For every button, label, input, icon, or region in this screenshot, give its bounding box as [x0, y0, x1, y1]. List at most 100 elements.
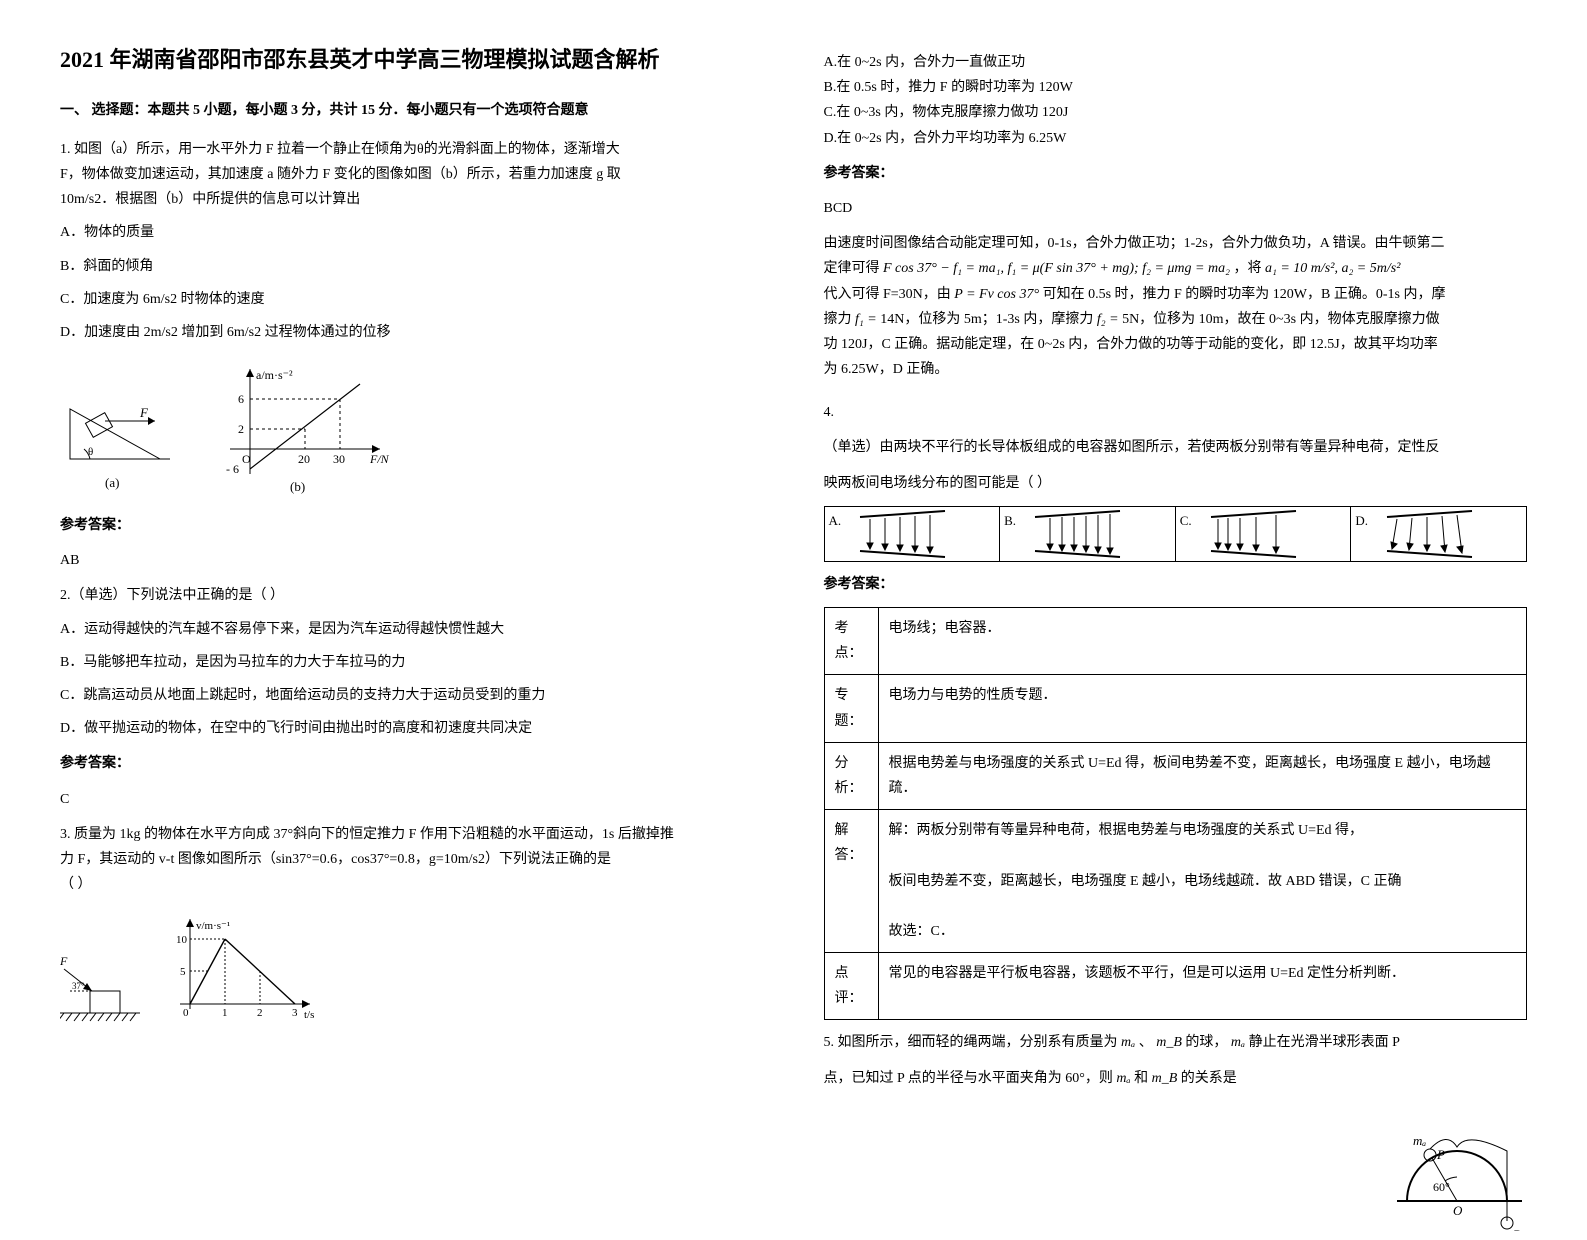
table-cell: 点评：	[824, 953, 878, 1020]
q5-text: 静止在光滑半球形表面 P	[1249, 1035, 1400, 1050]
q3-expl-text: 功 120J，C 正确。据动能定理，在 0~2s 内，合外力做的功等于动能的变化…	[824, 337, 1438, 352]
table-cell: 根据电势差与电场强度的关系式 U=Ed 得，板间电势差不变，距离越长，电场强度 …	[878, 742, 1527, 809]
q3-x-tick: 2	[257, 1007, 263, 1019]
question-2: 2.（单选）下列说法中正确的是（ ） A．运动得越快的汽车越不容易停下来，是因为…	[60, 583, 764, 811]
q1-fig-a-label: (a)	[105, 475, 119, 490]
q1-F-label: F	[139, 405, 149, 420]
answer-label: 参考答案：	[60, 513, 764, 538]
q5-var: m_B	[1156, 1035, 1182, 1050]
q4-option-row: A. B.	[824, 506, 1528, 562]
q5-stem-line2: 点，已知过 P 点的半径与水平面夹角为 60°，则 mₐ 和 m_B 的关系是	[824, 1066, 1528, 1091]
q4-stem-line: （单选）由两块不平行的长导体板组成的电容器如图所示，若使两板分别带有等量异种电荷…	[824, 435, 1528, 460]
q3-F-label: F	[60, 954, 68, 968]
q3-expl-text: ，将	[1233, 261, 1261, 276]
q3-figure: F 37° v/m·s⁻¹ 10	[60, 911, 764, 1031]
q4-label-c: C.	[1180, 509, 1192, 532]
q5-var: mₐ	[1231, 1035, 1245, 1050]
q1-option-d: D．加速度由 2m/s2 增加到 6m/s2 过程物体通过的位移	[60, 320, 764, 345]
q1-stem-line: F，物体做变加速运动，其加速度 a 随外力 F 变化的图像如图（b）所示，若重力…	[60, 162, 764, 187]
q3-x-label: t/s	[304, 1009, 314, 1021]
capacitor-icon	[1372, 509, 1482, 559]
answer-label: 参考答案：	[824, 161, 1528, 186]
question-5: 5. 如图所示，细而轻的绳两端，分别系有质量为 mₐ 、 m_B 的球， mₐ …	[824, 1030, 1528, 1240]
q3-svg: F 37° v/m·s⁻¹ 10	[60, 911, 320, 1031]
table-cell: 电场线；电容器．	[878, 608, 1527, 675]
q1-x-tick: 20	[298, 452, 310, 466]
q1-axis-y: a/m·s⁻²	[256, 368, 293, 382]
capacitor-icon	[1196, 509, 1306, 559]
q3-expl-f1: f₁ =	[855, 312, 877, 327]
q5-var: mₐ	[1121, 1035, 1135, 1050]
q5-text: 点，已知过 P 点的半径与水平面夹角为 60°，则	[824, 1071, 1113, 1086]
svg-text:θ: θ	[88, 446, 93, 458]
q3-expl-text: 为 6.25W，D 正确。	[824, 362, 949, 377]
q2-option-a: A．运动得越快的汽车越不容易停下来，是因为汽车运动得越快惯性越大	[60, 617, 764, 642]
q4-option-c: C.	[1176, 507, 1352, 561]
q3-option-b: B.在 0.5s 时，推力 F 的瞬时功率为 120W	[824, 75, 1528, 100]
q5-text: 5. 如图所示，细而轻的绳两端，分别系有质量为	[824, 1035, 1118, 1050]
q1-figure: F θ (a) a/m·s⁻² F/N	[60, 359, 764, 499]
q1-axis-x: F/N	[369, 452, 390, 466]
q3-x-tick: 3	[292, 1007, 298, 1019]
q5-text: 的球，	[1185, 1035, 1227, 1050]
q5-figure: mₐ P 60° O m_B	[824, 1111, 1528, 1240]
q3-expl-text: 擦力	[824, 312, 852, 327]
q3-expl-text: 由速度时间图像结合动能定理可知，0-1s，合外力做正功；1-2s，合外力做负功，…	[824, 236, 1445, 251]
capacitor-icon	[1020, 509, 1130, 559]
q4-option-a: A.	[825, 507, 1001, 561]
q2-stem: 2.（单选）下列说法中正确的是（ ）	[60, 583, 764, 608]
capacitor-icon	[845, 509, 955, 559]
table-cell-line: 解：两板分别带有等量异种电荷，根据电势差与电场强度的关系式 U=Ed 得，	[889, 818, 1517, 843]
q2-option-d: D．做平抛运动的物体，在空中的飞行时间由抛出时的高度和初速度共同决定	[60, 716, 764, 741]
question-1: 1. 如图（a）所示，用一水平外力 F 拉着一个静止在倾角为θ的光滑斜面上的物体…	[60, 137, 764, 574]
q4-label-a: A.	[829, 509, 842, 532]
table-cell: 常见的电容器是平行板电容器，该题板不平行，但是可以运用 U=Ed 定性分析判断．	[878, 953, 1527, 1020]
q1-option-c: C．加速度为 6m/s2 时物体的速度	[60, 287, 764, 312]
table-cell-line: 板间电势差不变，距离越长，电场强度 E 越小，电场线越疏．故 ABD 错误，C …	[889, 869, 1517, 894]
table-cell: 专题：	[824, 675, 878, 742]
table-cell: 解答：	[824, 810, 878, 953]
q3-expl-text: 14N，位移为 5m；1-3s 内，摩擦力	[880, 312, 1093, 327]
q1-y-tick: 2	[238, 422, 244, 436]
q5-var: m_B	[1152, 1071, 1178, 1086]
q2-option-b: B．马能够把车拉动，是因为马拉车的力大于车拉马的力	[60, 650, 764, 675]
q3-expl-values: a₁ = 10 m/s², a₂ = 5m/s²	[1265, 261, 1400, 276]
q3-angle: 37°	[72, 981, 85, 991]
q1-stem-line: 1. 如图（a）所示，用一水平外力 F 拉着一个静止在倾角为θ的光滑斜面上的物体…	[60, 137, 764, 162]
q5-angle-label: 60°	[1433, 1180, 1450, 1194]
q3-y-tick: 5	[180, 966, 186, 978]
q3-stem-line: 3. 质量为 1kg 的物体在水平方向成 37°斜向下的恒定推力 F 作用下沿粗…	[60, 822, 764, 847]
q1-option-b: B．斜面的倾角	[60, 254, 764, 279]
q5-mA-label: mₐ	[1413, 1133, 1426, 1148]
q5-text: 、	[1139, 1035, 1153, 1050]
q5-stem-line1: 5. 如图所示，细而轻的绳两端，分别系有质量为 mₐ 、 m_B 的球， mₐ …	[824, 1030, 1528, 1055]
q3-axis-y: v/m·s⁻¹	[196, 920, 230, 932]
q5-text: 和	[1134, 1071, 1148, 1086]
q3-expl-f2: f₂ =	[1097, 312, 1119, 327]
q2-option-c: C．跳高运动员从地面上跳起时，地面给运动员的支持力大于运动员受到的重力	[60, 683, 764, 708]
q1-x-tick: 30	[333, 452, 345, 466]
table-cell: 分析：	[824, 742, 878, 809]
table-row: 解答： 解：两板分别带有等量异种电荷，根据电势差与电场强度的关系式 U=Ed 得…	[824, 810, 1527, 953]
table-cell: 电场力与电势的性质专题．	[878, 675, 1527, 742]
svg-text:0: 0	[183, 1007, 189, 1019]
q3-option-d: D.在 0~2s 内，合外力平均功率为 6.25W	[824, 126, 1528, 151]
q5-P-label: P	[1436, 1147, 1445, 1162]
q3-explanation: 由速度时间图像结合动能定理可知，0-1s，合外力做正功；1-2s，合外力做负功，…	[824, 231, 1528, 382]
q5-var: mₐ	[1116, 1071, 1130, 1086]
table-row: 考点： 电场线；电容器．	[824, 608, 1527, 675]
table-row: 点评： 常见的电容器是平行板电容器，该题板不平行，但是可以运用 U=Ed 定性分…	[824, 953, 1527, 1020]
q5-mB-label: m_B	[1497, 1227, 1521, 1231]
q3-option-a: A.在 0~2s 内，合外力一直做正功	[824, 50, 1528, 75]
table-cell-line: 故选：C．	[889, 919, 1517, 944]
right-column: A.在 0~2s 内，合外力一直做正功 B.在 0.5s 时，推力 F 的瞬时功…	[824, 40, 1528, 1082]
table-cell: 考点：	[824, 608, 878, 675]
table-row: 专题： 电场力与电势的性质专题．	[824, 675, 1527, 742]
q3-expl-formula: F cos 37° − f₁ = ma₁, f₁ = μ(F sin 37° +…	[883, 261, 1230, 276]
q1-answer: AB	[60, 548, 764, 573]
q3-expl-text: 可知在 0.5s 时，推力 F 的瞬时功率为 120W，B 正确。0-1s 内，…	[1043, 287, 1446, 302]
q5-O-label: O	[1453, 1203, 1463, 1218]
question-3: 3. 质量为 1kg 的物体在水平方向成 37°斜向下的恒定推力 F 作用下沿粗…	[60, 822, 764, 1032]
svg-text:O: O	[242, 452, 251, 466]
q3-stem-line: （ ）	[60, 872, 764, 897]
